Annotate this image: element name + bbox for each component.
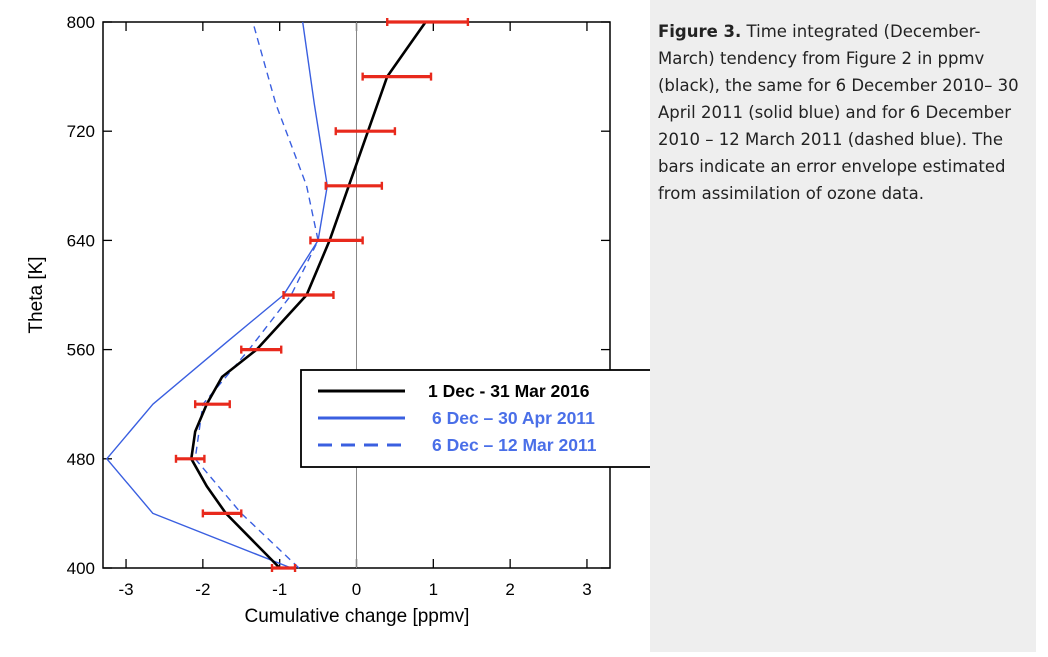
series-line-blue-dashed [194,21,319,569]
error-bar [334,127,397,136]
y-tick-label: 640 [67,231,95,250]
error-bar [282,291,335,299]
legend-label-blue-dashed: 6 Dec – 12 Mar 2011 [432,435,597,455]
error-bar [361,72,433,81]
caption-body: Time integrated (December-March) tendenc… [658,22,1019,203]
chart: -3 -2 -1 0 1 2 3 400 480 560 640 720 800 1 Dec - 31 … [26,13,654,627]
x-tick-label: 3 [582,580,591,599]
y-tick-label: 480 [67,450,95,469]
caption-panel: Figure 3. Time integrated (December-Marc… [650,0,1036,652]
error-bar [193,400,231,409]
x-tick-label: -1 [272,580,287,599]
error-bar [270,564,297,572]
x-axis-label: Cumulative change [ppmv] [245,606,470,627]
y-tick-label: 800 [67,13,95,32]
legend-label-black: 1 Dec - 31 Mar 2016 [428,381,590,401]
y-tick-label: 400 [67,559,95,578]
y-tick-label: 560 [67,341,95,360]
plot-area [106,18,470,572]
x-tick-label: 0 [352,580,361,599]
figure-panel: -3 -2 -1 0 1 2 3 400 480 560 640 720 800 1 Dec - 31 … [26,13,654,627]
legend: 1 Dec - 31 Mar 2016 6 Dec – 30 Apr 2011 … [300,369,654,468]
x-tick-label: 2 [505,580,514,599]
y-axis-label: Theta [K] [26,256,47,333]
y-tick-label: 720 [67,122,95,141]
ticks-layer: -3 -2 -1 0 1 2 3 400 480 560 640 720 800 [67,13,610,599]
error-bar [174,454,206,463]
error-bar [240,345,283,354]
caption-label: Figure 3. [658,22,742,41]
series-line-black [190,21,427,569]
figure-caption: Figure 3. Time integrated (December-Marc… [658,18,1030,207]
series-line-blue-solid [106,21,328,569]
x-tick-label: 1 [429,580,438,599]
error-bar [324,181,384,190]
x-tick-label: -3 [118,580,133,599]
error-bar [309,236,364,245]
legend-label-blue-solid: 6 Dec – 30 Apr 2011 [432,408,595,428]
x-tick-label: -2 [195,580,210,599]
error-bar [201,509,243,518]
error-bar [386,18,470,26]
